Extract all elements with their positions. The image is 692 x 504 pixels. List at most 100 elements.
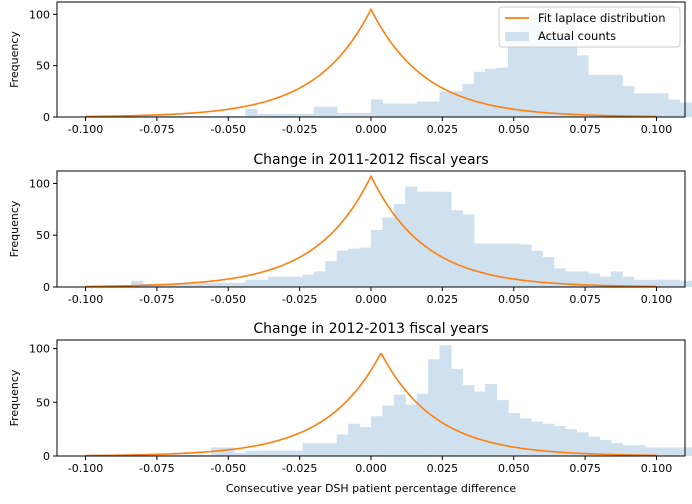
figure-x-axis-label: Consecutive year DSH patient percentage … (226, 482, 517, 495)
histogram-bar (576, 55, 589, 117)
histogram-bar (428, 191, 441, 287)
histogram-bar (519, 418, 532, 456)
histogram-bar (233, 282, 246, 287)
histogram-bar (291, 450, 304, 456)
x-tick-label: 0.000 (355, 123, 387, 136)
histogram-bar (176, 115, 189, 117)
histogram-bar (690, 102, 692, 118)
y-tick-label: 100 (29, 177, 50, 190)
x-tick-label: 0.050 (498, 123, 530, 136)
histogram-bar (302, 443, 315, 456)
histogram-bar (633, 279, 646, 287)
histogram-bar (485, 384, 498, 456)
histogram-bar (382, 405, 395, 456)
histogram-bar (542, 256, 555, 287)
histogram-bar (645, 93, 658, 117)
legend-box (498, 6, 681, 48)
histogram-bar (211, 115, 224, 117)
histogram-bar (359, 112, 372, 117)
histogram-bar (416, 393, 429, 456)
histogram-bar (462, 84, 475, 117)
x-tick-label: 0.075 (569, 462, 601, 475)
legend-swatch-patch (505, 32, 529, 41)
histogram-bar (256, 113, 269, 117)
histogram-bar (336, 250, 349, 287)
histogram-bar (485, 68, 498, 117)
histogram-bar (233, 452, 246, 456)
histogram-bar (313, 271, 326, 287)
histogram-bar (188, 115, 201, 117)
chart-title: Change in 2012-2013 fiscal years (253, 321, 488, 337)
histogram-bar (599, 276, 612, 287)
histogram-bar (587, 273, 600, 287)
histogram-bar (519, 244, 532, 287)
histogram-bar (211, 282, 224, 287)
y-tick-label: 0 (43, 281, 50, 294)
histogram-bar (416, 101, 429, 117)
laplace-fit-line (85, 352, 657, 457)
y-tick-label: 50 (36, 60, 50, 73)
histogram-bar (131, 280, 144, 287)
histogram-bar (348, 248, 361, 287)
histogram-bars (85, 345, 692, 456)
histogram-bar (405, 186, 418, 287)
chart-title: Change in 2011-2012 fiscal years (253, 152, 488, 168)
laplace-fit-line (85, 175, 657, 288)
histogram-bar (199, 454, 212, 456)
histogram-bar (530, 250, 543, 287)
histogram-bar (599, 74, 612, 117)
x-tick-label: 0.100 (641, 293, 673, 306)
x-tick-label: -0.075 (139, 462, 174, 475)
histogram-bar (473, 243, 486, 287)
histogram-bar (302, 274, 315, 287)
histogram-bar (428, 101, 441, 117)
histogram-bar (439, 191, 452, 287)
laplace-fit-line (85, 8, 657, 118)
histogram-bar (268, 276, 281, 287)
histogram-bar (279, 450, 292, 456)
histogram-bar (268, 450, 281, 456)
x-tick-label: 0.075 (569, 123, 601, 136)
histogram-bar (416, 191, 429, 287)
histogram-bar (393, 103, 406, 117)
histogram-bar (496, 400, 509, 456)
histogram-bar (473, 71, 486, 117)
histogram-bar (165, 283, 178, 287)
histogram-bar (496, 67, 509, 117)
x-tick-label: -0.100 (68, 293, 103, 306)
histogram-bar (565, 37, 578, 117)
histogram-bar (222, 115, 235, 117)
x-tick-label: -0.075 (139, 293, 174, 306)
histogram-bar (348, 423, 361, 456)
histogram-bar (188, 283, 201, 287)
histogram-bar (165, 454, 178, 456)
histogram-bar (622, 86, 635, 117)
histogram-bar (462, 214, 475, 287)
histogram-bar (633, 445, 646, 456)
histogram-bar (382, 217, 395, 287)
histogram-bar (553, 268, 566, 287)
legend: Fit laplace distribution Actual counts (498, 6, 681, 48)
histogram-bar (485, 243, 498, 287)
histogram-bar (188, 454, 201, 456)
x-tick-label: 0.000 (355, 293, 387, 306)
histogram-bar (530, 421, 543, 456)
chart-panel-2: -0.100 -0.075 -0.050 -0.025 0.000 0.025 0.050 0… (8, 152, 692, 306)
histogram-bar (587, 436, 600, 456)
x-tick-label: -0.100 (68, 123, 103, 136)
histogram-bar (222, 282, 235, 287)
histogram-bar (690, 280, 692, 287)
y-tick-label: 100 (29, 343, 50, 356)
histogram-bar (279, 276, 292, 287)
x-tick-label: 0.025 (427, 293, 459, 306)
histogram-bar (268, 113, 281, 117)
histogram-bar (508, 243, 521, 287)
histogram-bar (576, 432, 589, 456)
y-axis-label: Frequency (8, 200, 21, 257)
histogram-bar (359, 247, 372, 287)
chart-panel-1: -0.100 -0.075 -0.050 -0.025 0.000 0.025 0.050 0… (8, 1, 692, 136)
histogram-bar (542, 37, 555, 117)
histogram-bar (667, 99, 680, 117)
histogram-bar (667, 447, 680, 456)
x-tick-label: -0.050 (211, 123, 246, 136)
